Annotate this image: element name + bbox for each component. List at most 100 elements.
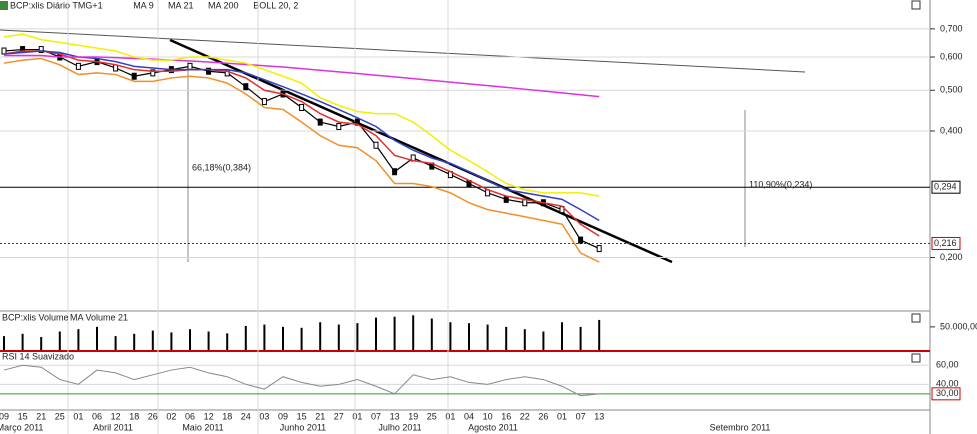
x-tick-label: 21 (315, 411, 325, 421)
panel-title: BCP:xlis Volume (2, 312, 69, 322)
x-tick-label: 19 (408, 411, 418, 421)
x-tick-label: 12 (204, 411, 214, 421)
legend-entry: MA 21 (168, 0, 194, 10)
month-label: Agosto 2011 (468, 422, 518, 432)
x-tick-label: 16 (501, 411, 511, 421)
candle (75, 62, 81, 70)
rsi-line (3, 364, 600, 397)
month-label: Março 2011 (0, 422, 43, 432)
candle (206, 67, 212, 75)
candle (503, 195, 509, 203)
x-tick-label: 27 (334, 411, 344, 421)
x-tick-label: 15 (297, 411, 307, 421)
price-label: 0,294 (934, 182, 957, 192)
volume-bar (375, 317, 377, 350)
x-tick-label: 01 (445, 411, 455, 421)
x-tick-label: 06 (185, 411, 195, 421)
x-tick-label: 10 (483, 411, 493, 421)
indicator-line (3, 50, 600, 222)
x-tick-label: 15 (18, 411, 28, 421)
candle (261, 98, 267, 106)
y-tick-label: 0,500 (940, 85, 963, 95)
volume-bar (21, 333, 24, 350)
symbol-icon (0, 1, 8, 10)
legend-entry: MA 200 (208, 0, 239, 10)
month-label: Junho 2011 (280, 422, 326, 432)
x-tick-label: 24 (241, 411, 251, 421)
volume-bar (226, 333, 229, 350)
volume-bar (486, 324, 489, 350)
x-tick-label: 25 (427, 411, 437, 421)
month-label: Setembro 2011 (710, 422, 771, 432)
volume-bar (189, 329, 191, 350)
x-tick-label: 13 (390, 411, 400, 421)
candle (131, 72, 137, 80)
x-tick-label: 03 (259, 411, 269, 421)
candle (522, 199, 528, 207)
annotation: 110,90%(0,234) (749, 179, 812, 189)
volume-bar (468, 323, 470, 350)
legend-entry: BOLL 20, 2 (253, 0, 298, 10)
maximize-button[interactable] (911, 313, 921, 323)
y-tick-label: 0,600 (940, 51, 963, 61)
volume-bar (449, 322, 452, 350)
volume-bar (244, 325, 247, 350)
volume-bar (598, 319, 601, 350)
x-tick-label: 18 (129, 411, 139, 421)
volume-bar (523, 329, 526, 350)
x-tick-label: 01 (73, 411, 83, 421)
volume-bar (263, 324, 266, 350)
trend-line (169, 38, 673, 264)
candle (299, 103, 305, 111)
volume-bar (579, 326, 582, 350)
x-tick-label: 01 (352, 411, 362, 421)
x-tick-label: 18 (222, 411, 232, 421)
trend-line (0, 29, 806, 73)
indicator-line (3, 50, 600, 237)
indicator-line (4, 54, 600, 98)
panel-title: MA Volume 21 (70, 312, 128, 322)
candle (336, 122, 342, 130)
x-tick-label: 09 (0, 411, 9, 421)
month-label: Abril 2011 (93, 422, 133, 432)
price-flag (931, 236, 961, 250)
panel-title: RSI 14 Suavizado (2, 351, 74, 361)
maximize-button[interactable] (911, 0, 921, 10)
month-label: Julho 2011 (378, 422, 421, 432)
indicator-line (3, 33, 600, 197)
price-label: 0,216 (934, 238, 957, 248)
level-flag (931, 387, 961, 401)
volume-bar (133, 333, 136, 350)
volume-bar (561, 322, 563, 350)
legend-entry: BCP:xlis Diário TMG+1 (10, 0, 103, 10)
volume-bar (430, 318, 433, 350)
candle (38, 46, 44, 54)
x-tick-label: 25 (55, 411, 65, 421)
x-tick-label: 07 (371, 411, 381, 421)
y-tick-label: 0,200 (940, 252, 963, 262)
candle (392, 168, 398, 176)
legend-entry: MA 9 (133, 0, 154, 10)
candle (243, 83, 249, 91)
volume-bar (393, 316, 396, 350)
candle (150, 69, 156, 77)
volume-bar (77, 329, 80, 350)
x-tick-label: 04 (464, 411, 474, 421)
volume-bar (505, 326, 508, 350)
x-tick-label: 07 (576, 411, 586, 421)
month-label: Maio 2011 (182, 422, 223, 432)
candle (578, 236, 584, 244)
volume-bar (337, 324, 340, 350)
volume-bar (356, 323, 359, 350)
volume-bar (151, 330, 154, 350)
volume-bar (40, 337, 43, 350)
maximize-button[interactable] (911, 353, 921, 363)
x-tick-label: 26 (148, 411, 158, 421)
volume-bar (170, 332, 173, 350)
volume-bar (412, 315, 415, 350)
x-tick-label: 09 (278, 411, 288, 421)
volume-bar (282, 326, 284, 350)
volume-bar (207, 331, 210, 350)
